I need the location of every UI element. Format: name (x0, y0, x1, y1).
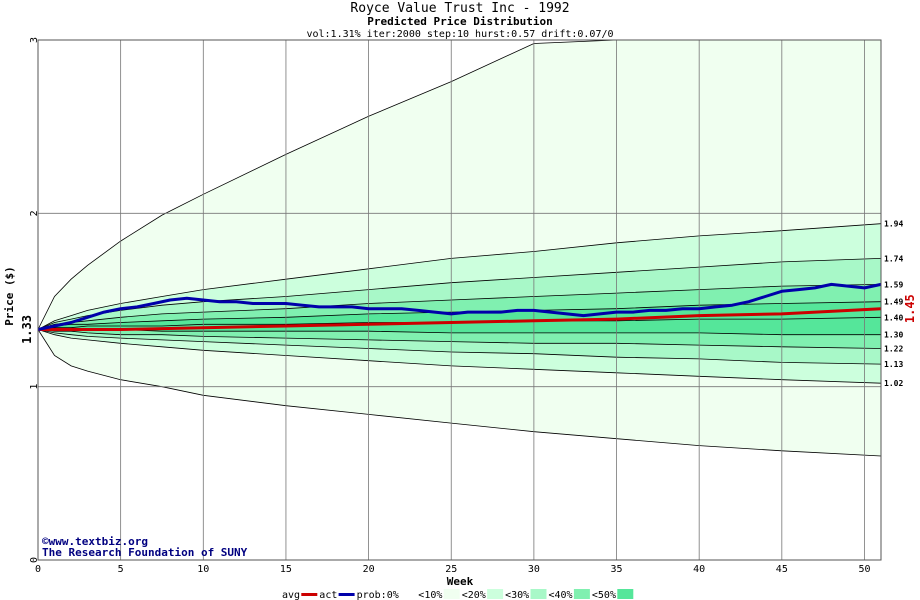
band-end-label-8: 1.02 (884, 379, 903, 388)
x-tick-0: 0 (35, 564, 41, 575)
legend-swatch-6 (573, 589, 590, 599)
legend-swatch-0 (301, 593, 318, 596)
x-tick-5: 25 (445, 564, 457, 575)
y-tick-3: 3 (29, 37, 40, 43)
x-tick-2: 10 (197, 564, 209, 575)
band-end-label-1: 1.74 (884, 254, 903, 263)
x-tick-3: 15 (280, 564, 292, 575)
x-axis-label: Week (447, 575, 474, 588)
legend-swatch-5 (530, 589, 547, 599)
legend-label-5: <30% (505, 590, 529, 600)
legend-label-1: act (319, 590, 337, 600)
chart-params: vol:1.31% iter:2000 step:10 hurst:0.57 d… (306, 29, 613, 40)
band-end-label-0: 1.94 (884, 220, 903, 229)
legend-label-2: prob:0% (357, 590, 399, 600)
x-tick-8: 40 (693, 564, 705, 575)
legend-label-3: <10% (418, 590, 442, 600)
band-end-label-2: 1.59 (884, 280, 903, 289)
x-tick-10: 50 (858, 564, 870, 575)
legend-swatch-3 (443, 589, 460, 599)
band-end-labels: 1.94 1.74 1.59 1.49 1.40 1.30 1.22 1.13 1.02 (884, 220, 903, 388)
band-end-label-7: 1.13 (884, 360, 903, 369)
x-axis-ticks: 0 5 10 15 20 25 30 35 40 45 50 (35, 564, 871, 575)
credit-organization: The Research Foundation of SUNY (42, 546, 248, 559)
y-axis-ticks: 0 1 2 3 (29, 37, 40, 563)
x-tick-7: 35 (611, 564, 623, 575)
band-end-label-4: 1.40 (884, 313, 903, 322)
credit-website: ©www.textbiz.org (42, 535, 148, 548)
price-series (37, 282, 882, 331)
x-tick-6: 30 (528, 564, 540, 575)
legend-swatch-1 (338, 593, 355, 596)
band-end-label-6: 1.22 (884, 345, 903, 354)
start-price-label: 1.33 (20, 315, 34, 344)
act-line (37, 282, 882, 331)
y-tick-1: 1 (29, 384, 40, 390)
legend-swatch-4 (487, 589, 504, 599)
y-tick-2: 2 (29, 210, 40, 216)
distribution-bands (38, 40, 881, 456)
x-tick-4: 20 (363, 564, 375, 575)
grid-lines (38, 40, 881, 560)
legend-label-7: <50% (592, 590, 616, 600)
legend-label-4: <20% (462, 590, 486, 600)
chart-subtitle: Predicted Price Distribution (367, 15, 552, 28)
legend-swatch-2 (400, 589, 417, 599)
legend-swatch-7 (617, 589, 634, 599)
plot-frame (37, 39, 882, 561)
legend-label-0: avg (282, 590, 300, 600)
chart-title: Royce Value Trust Inc - 1992 (350, 1, 569, 16)
end-price-label: 1.45 (903, 294, 917, 323)
avg-line (38, 307, 882, 331)
x-tick-9: 45 (776, 564, 788, 575)
y-axis-label: Price ($) (3, 266, 16, 326)
y-tick-0: 0 (29, 557, 40, 563)
band-end-label-5: 1.30 (884, 331, 903, 340)
legend-label-6: <40% (549, 590, 573, 600)
x-tick-1: 5 (118, 564, 124, 575)
legend: avg act prob:0% <10% <20% <30% <40% <50% (282, 589, 634, 600)
band-end-label-3: 1.49 (884, 298, 903, 307)
